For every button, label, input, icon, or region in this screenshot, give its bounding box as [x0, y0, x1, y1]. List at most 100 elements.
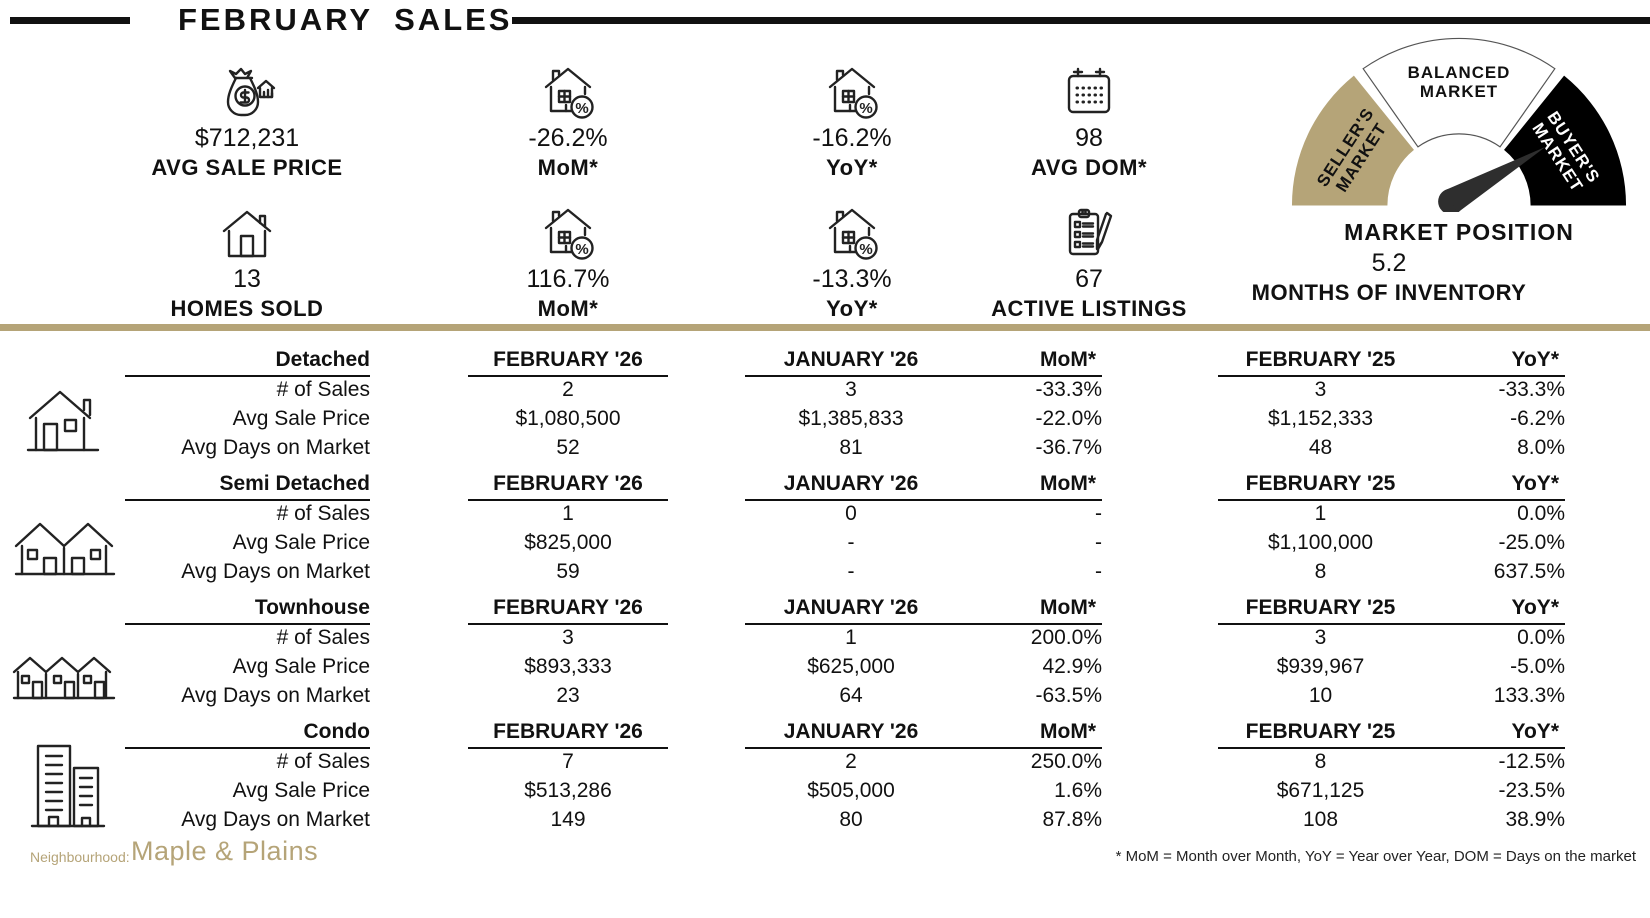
col-header: MoM* [1040, 472, 1096, 495]
clipboard-pencil-icon [929, 203, 1249, 261]
stat-months-inventory: 5.2 MONTHS OF INVENTORY [1229, 245, 1549, 306]
col-header: FEBRUARY '25 [1245, 720, 1396, 743]
col-header: FEBRUARY '26 [468, 468, 668, 501]
section-title: Detached [125, 344, 370, 377]
col-header: JANUARY '26 [783, 720, 919, 743]
neighbourhood-label: Neighbourhood: [30, 849, 130, 865]
section-title: Townhouse [125, 592, 370, 625]
gauge-title: MARKET POSITION [1344, 219, 1574, 245]
table-row: Avg Days on Market 23 64 -63.5% 10 133.3… [181, 684, 1565, 707]
stat-avg-dom: 98 AVG DOM* [929, 62, 1249, 181]
table-row: Avg Sale Price $893,333 $625,000 42.9% $… [232, 655, 1565, 678]
col-header: YoY* [1511, 348, 1559, 371]
stat-value: -26.2% [528, 124, 608, 152]
col-header: MoM* [1040, 348, 1096, 371]
col-header: FEBRUARY '26 [468, 592, 668, 625]
table-row: # of Sales 3 1 200.0% 3 0.0% [276, 626, 1565, 649]
col-header: YoY* [1511, 472, 1559, 495]
col-header: FEBRUARY '25 [1245, 472, 1396, 495]
townhouse-icon [12, 656, 116, 700]
stat-value: 13 [233, 265, 261, 293]
section-title: Semi Detached [125, 468, 370, 501]
table-row: Avg Sale Price $825,000 - - $1,100,000 -… [232, 531, 1565, 554]
stat-sold-yoy: % -13.3% YoY* [692, 203, 1012, 322]
stat-value: 98 [1075, 124, 1103, 152]
col-header: JANUARY '26 [783, 472, 919, 495]
svg-text:MARKET: MARKET [1420, 82, 1498, 101]
stat-sold-mom: % 116.7% MoM* [408, 203, 728, 322]
house-percent-icon: % [692, 203, 1012, 261]
col-header: FEBRUARY '25 [1245, 348, 1396, 371]
table-row: # of Sales 1 0 - 1 0.0% [276, 502, 1565, 525]
title-rule-right [512, 17, 1650, 24]
gauge-segment-buyers [1504, 75, 1627, 206]
money-bag-house-icon [87, 62, 407, 120]
stat-price-mom: % -26.2% MoM* [408, 62, 728, 181]
stat-value: $712,231 [194, 124, 300, 152]
stat-value: 67 [1075, 265, 1103, 293]
stat-active-listings: 67 ACTIVE LISTINGS [929, 203, 1249, 322]
gauge-needle [1438, 146, 1546, 215]
calendar-icon [929, 62, 1249, 120]
market-position-gauge: SELLER'S MARKET BALANCED MARKET BUYER'S … [1284, 30, 1634, 246]
col-header: FEBRUARY '26 [468, 716, 668, 749]
stat-value: -16.2% [812, 124, 892, 152]
stat-label: ACTIVE LISTINGS [991, 296, 1187, 321]
col-header: YoY* [1511, 596, 1559, 619]
section-condo: Condo FEBRUARY '26 JANUARY '26 MoM* FEBR… [0, 716, 1650, 834]
house-percent-icon: % [408, 203, 728, 261]
stat-label: MONTHS OF INVENTORY [1251, 280, 1527, 305]
title-rule-left [10, 17, 130, 24]
table-row: # of Sales 2 3 -33.3% 3 -33.3% [276, 378, 1565, 401]
stat-avg-sale-price: $712,231 AVG SALE PRICE [87, 62, 407, 181]
col-header: FEBRUARY '26 [468, 344, 668, 377]
table-row: Avg Days on Market 59 - - 8 637.5% [181, 560, 1565, 583]
section-detached: Detached FEBRUARY '26 JANUARY '26 MoM* F… [0, 344, 1650, 462]
stat-label: YoY* [826, 296, 878, 321]
stat-label: MoM* [537, 296, 599, 321]
svg-text:BALANCED: BALANCED [1408, 63, 1511, 82]
house-percent-icon: % [408, 62, 728, 120]
svg-text:%: % [859, 241, 872, 258]
col-header: JANUARY '26 [783, 596, 919, 619]
stat-value: -13.3% [812, 265, 892, 293]
table-row: # of Sales 7 2 250.0% 8 -12.5% [276, 750, 1565, 773]
table-header-row: Detached FEBRUARY '26 JANUARY '26 MoM* F… [0, 344, 1650, 377]
stat-price-yoy: % -16.2% YoY* [692, 62, 1012, 181]
stat-value: 116.7% [526, 265, 610, 293]
table-row: Avg Sale Price $513,286 $505,000 1.6% $6… [232, 779, 1565, 802]
stat-label: AVG SALE PRICE [151, 155, 343, 180]
detached-house-icon [26, 390, 100, 452]
house-percent-icon: % [692, 62, 1012, 120]
footnote: * MoM = Month over Month, YoY = Year ove… [1115, 848, 1636, 865]
sales-table: Detached FEBRUARY '26 JANUARY '26 MoM* F… [0, 344, 1650, 840]
svg-text:%: % [859, 100, 872, 117]
svg-text:%: % [575, 241, 588, 258]
table-header-row: Townhouse FEBRUARY '26 JANUARY '26 MoM* … [0, 592, 1650, 625]
table-row: Avg Days on Market 149 80 87.8% 108 38.9… [181, 808, 1565, 831]
gauge-balanced-label: BALANCED MARKET [1408, 63, 1511, 101]
table-header-row: Semi Detached FEBRUARY '26 JANUARY '26 M… [0, 468, 1650, 501]
semi-detached-icon [14, 522, 116, 576]
section-townhouse: Townhouse FEBRUARY '26 JANUARY '26 MoM* … [0, 592, 1650, 710]
stat-value: 5.2 [1371, 249, 1407, 277]
page-title: FEBRUARY SALES [178, 2, 513, 37]
col-header: MoM* [1040, 596, 1096, 619]
svg-text:%: % [575, 100, 588, 117]
col-header: MoM* [1040, 720, 1096, 743]
gauge-segment-sellers [1291, 75, 1414, 206]
neighbourhood-value: Maple & Plains [131, 836, 319, 866]
col-header: JANUARY '26 [783, 348, 919, 371]
col-header: YoY* [1511, 720, 1559, 743]
house-icon [87, 203, 407, 261]
table-row: Avg Sale Price $1,080,500 $1,385,833 -22… [232, 407, 1565, 430]
table-header-row: Condo FEBRUARY '26 JANUARY '26 MoM* FEBR… [0, 716, 1650, 749]
section-title: Condo [125, 716, 370, 749]
stat-label: MoM* [537, 155, 599, 180]
gauge-segment-balanced [1362, 37, 1556, 148]
accent-divider [0, 324, 1650, 331]
stat-label: HOMES SOLD [170, 296, 324, 321]
condo-building-icon [30, 744, 106, 828]
col-header: FEBRUARY '25 [1245, 596, 1396, 619]
